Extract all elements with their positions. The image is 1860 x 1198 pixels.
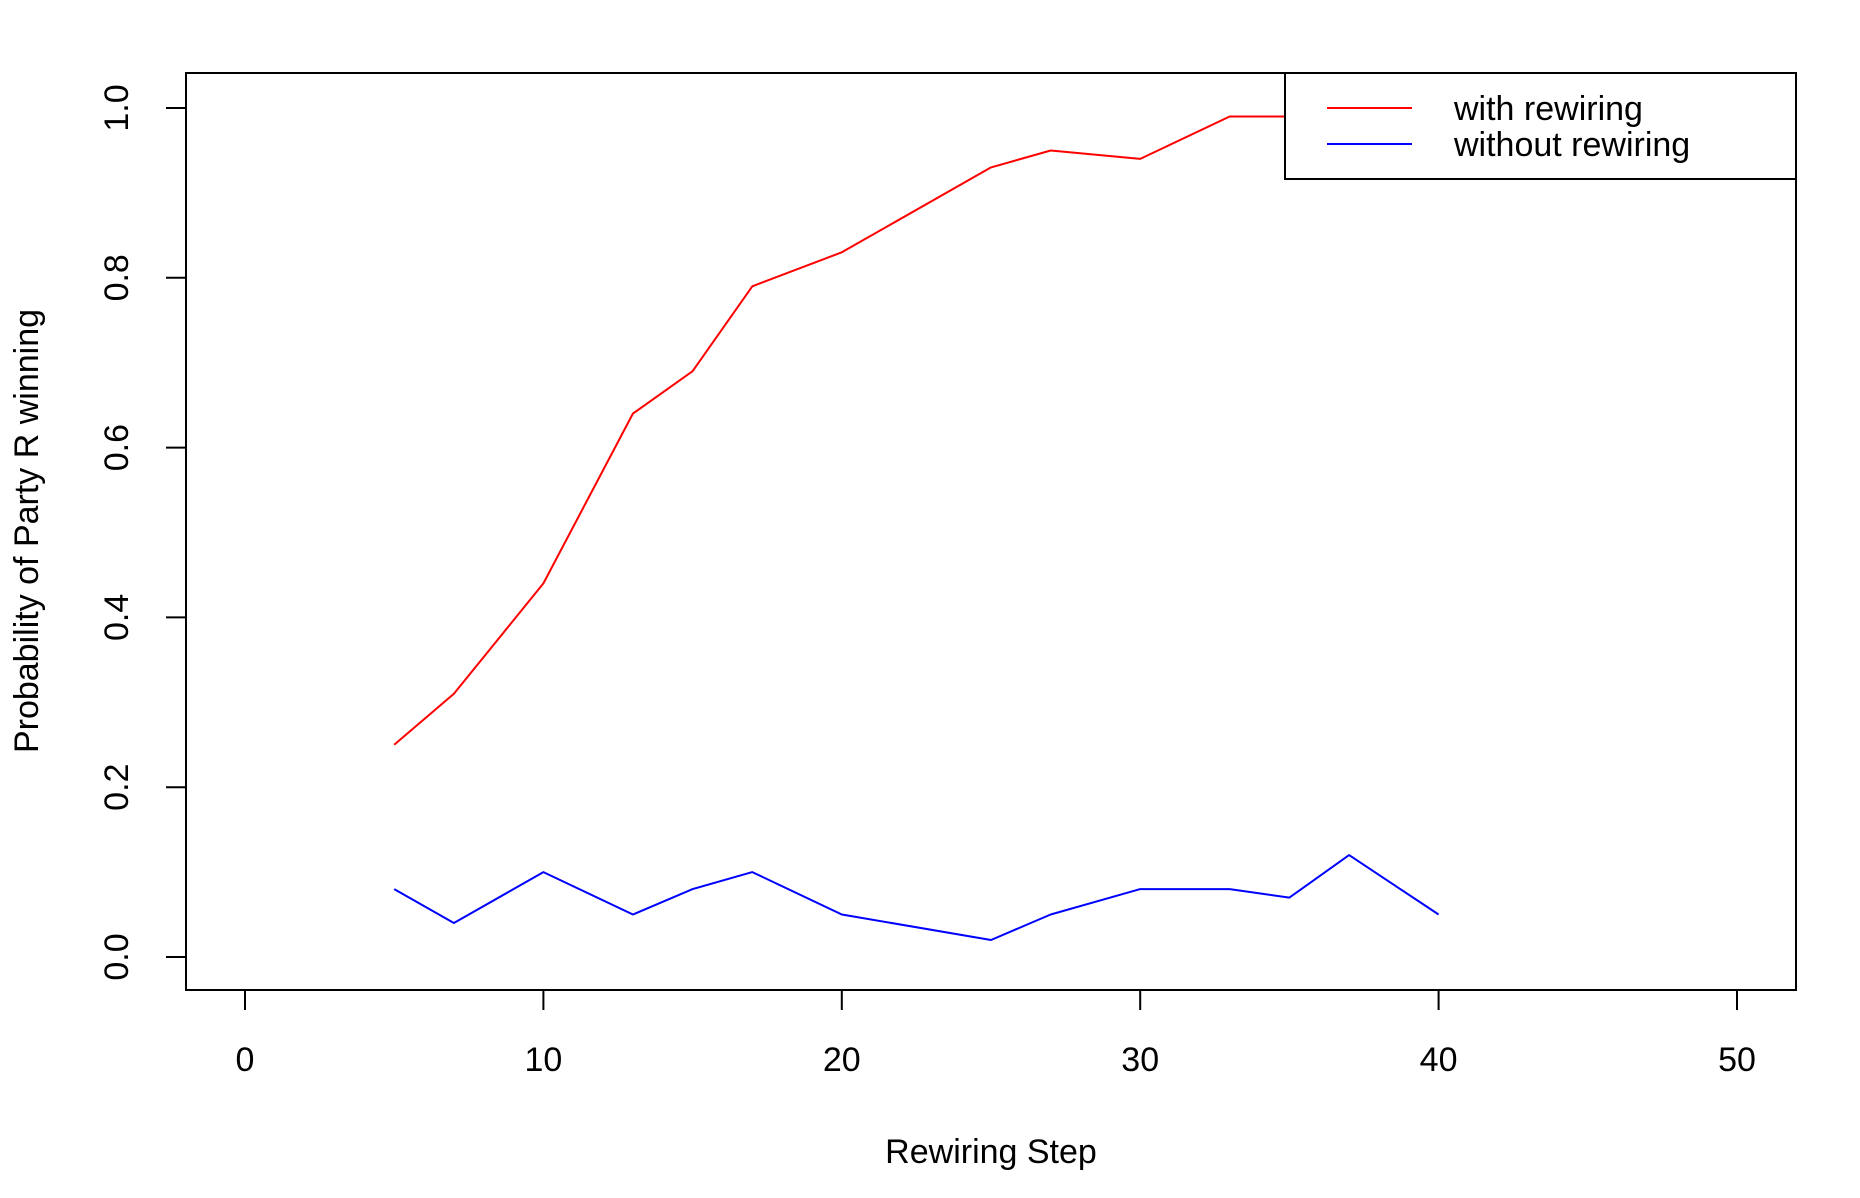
series-line-with-rewiring bbox=[393, 115, 1439, 746]
x-tick-label: 50 bbox=[1718, 1041, 1756, 1079]
y-tick-label: 0.8 bbox=[98, 254, 136, 301]
x-tick-label: 0 bbox=[236, 1041, 255, 1079]
x-axis: 0 10 20 30 40 50 bbox=[236, 989, 1756, 1079]
x-tick-label: 10 bbox=[524, 1041, 562, 1079]
y-tick-label: 0.4 bbox=[98, 594, 136, 641]
y-tick-label: 0.0 bbox=[98, 933, 136, 980]
plot-frame bbox=[185, 72, 1797, 991]
y-axis-label: Probability of Party R winning bbox=[8, 309, 46, 753]
x-axis-label: Rewiring Step bbox=[885, 1133, 1097, 1171]
legend-label: without rewiring bbox=[1453, 126, 1690, 164]
x-tick-label: 20 bbox=[823, 1041, 861, 1079]
series-line-without-rewiring bbox=[393, 854, 1440, 941]
x-tick-label: 40 bbox=[1420, 1041, 1458, 1079]
legend-box bbox=[1284, 72, 1797, 180]
x-tick-label: 30 bbox=[1121, 1041, 1159, 1079]
legend-label: with rewiring bbox=[1453, 90, 1643, 128]
y-axis: 0.0 0.2 0.4 0.6 0.8 1.0 bbox=[98, 84, 187, 981]
y-tick-label: 1.0 bbox=[98, 84, 136, 131]
y-tick-label: 0.6 bbox=[98, 424, 136, 471]
series-layer bbox=[393, 115, 1440, 941]
y-tick-label: 0.2 bbox=[98, 764, 136, 811]
